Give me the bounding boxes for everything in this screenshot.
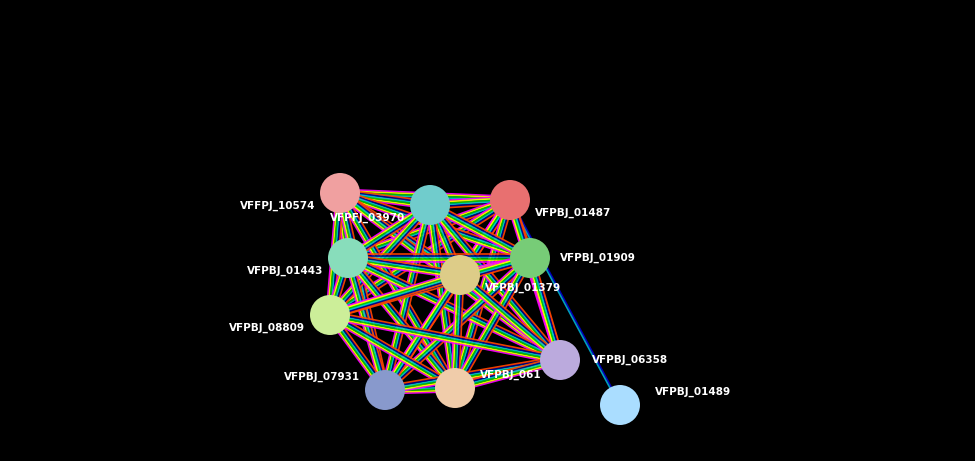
Circle shape [540, 340, 580, 380]
Text: VFFPJ_10574: VFFPJ_10574 [240, 201, 315, 211]
Circle shape [365, 370, 405, 410]
Circle shape [440, 255, 480, 295]
Circle shape [490, 180, 530, 220]
Text: VFPBJ_07931: VFPBJ_07931 [284, 372, 360, 382]
Circle shape [328, 238, 368, 278]
Text: VFPBJ_06358: VFPBJ_06358 [592, 355, 668, 365]
Circle shape [510, 238, 550, 278]
Circle shape [435, 368, 475, 408]
Text: VFPBJ_01443: VFPBJ_01443 [247, 266, 323, 276]
Text: VFPBJ_08809: VFPBJ_08809 [229, 323, 305, 333]
Circle shape [320, 173, 360, 213]
Text: VFPBJ_061: VFPBJ_061 [480, 370, 542, 380]
Text: VFPFJ_03970: VFPFJ_03970 [330, 213, 405, 223]
Circle shape [310, 295, 350, 335]
Circle shape [600, 385, 640, 425]
Text: VFPBJ_01379: VFPBJ_01379 [485, 283, 562, 293]
Circle shape [410, 185, 450, 225]
Text: VFPBJ_01487: VFPBJ_01487 [535, 208, 611, 218]
Text: VFPBJ_01489: VFPBJ_01489 [655, 387, 731, 397]
Text: VFPBJ_01909: VFPBJ_01909 [560, 253, 636, 263]
